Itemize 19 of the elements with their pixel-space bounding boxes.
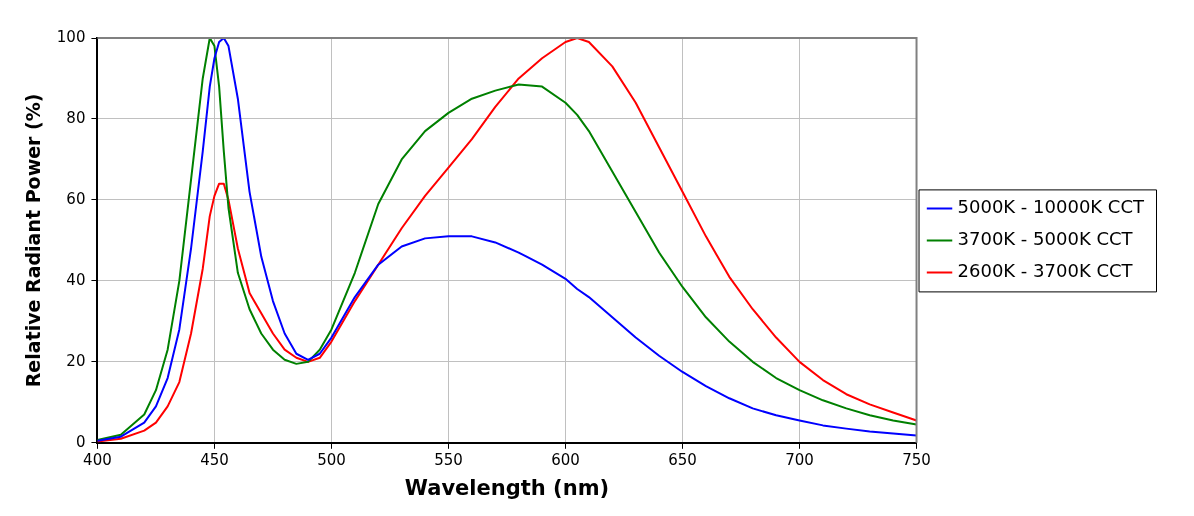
y-tick-label: 100 (56, 27, 86, 46)
x-tick-label: 600 (551, 450, 580, 469)
y-tick-label: 60 (66, 189, 86, 208)
x-tick-label: 700 (785, 450, 814, 469)
x-tick-label: 400 (83, 450, 112, 469)
y-tick-label: 0 (75, 432, 86, 451)
x-tick-label: 450 (200, 450, 229, 469)
x-tick-label: 650 (668, 450, 697, 469)
legend-label: 5000K - 10000K CCT (957, 196, 1145, 218)
y-tick-label: 80 (66, 108, 86, 127)
y-tick-label: 20 (66, 351, 86, 370)
legend-label: 3700K - 5000K CCT (957, 228, 1134, 250)
y-tick-label: 40 (66, 270, 86, 289)
legend-label: 2600K - 3700K CCT (957, 260, 1134, 282)
x-tick-label: 550 (434, 450, 463, 469)
y-axis-title: Relative Radiant Power (%) (22, 93, 45, 388)
x-axis-title: Wavelength (nm) (404, 475, 610, 500)
x-tick-label: 500 (317, 450, 346, 469)
x-tick-label: 750 (902, 450, 931, 469)
